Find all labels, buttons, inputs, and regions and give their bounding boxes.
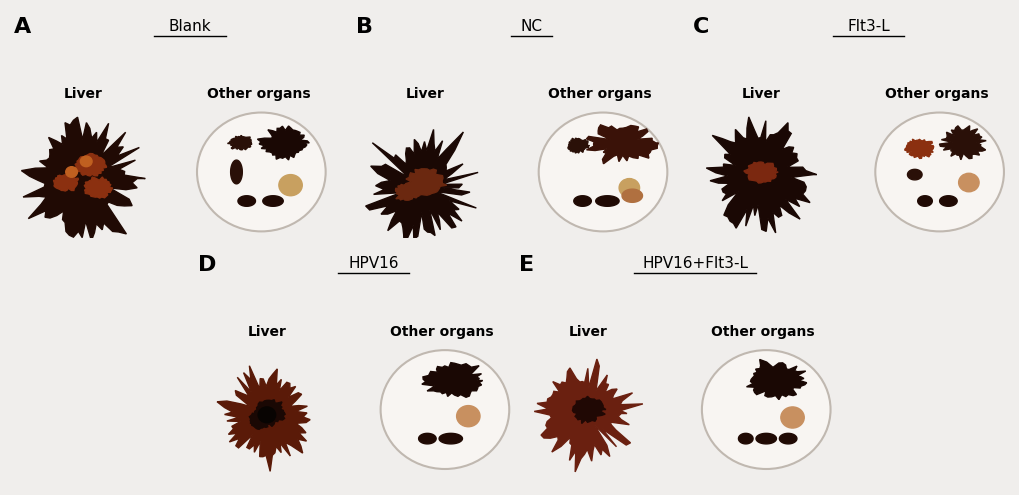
Polygon shape — [568, 138, 589, 153]
Polygon shape — [254, 400, 285, 426]
Ellipse shape — [538, 112, 666, 231]
Text: Liver: Liver — [64, 87, 103, 101]
Polygon shape — [904, 139, 932, 158]
Polygon shape — [249, 411, 271, 429]
Text: Blank: Blank — [169, 19, 211, 34]
Polygon shape — [257, 126, 309, 160]
Polygon shape — [217, 366, 310, 471]
Ellipse shape — [701, 350, 829, 469]
Polygon shape — [237, 196, 255, 206]
Polygon shape — [586, 125, 657, 164]
Text: Liver: Liver — [248, 325, 286, 339]
Circle shape — [619, 179, 639, 197]
Text: Other organs: Other organs — [711, 325, 814, 339]
Text: Liver: Liver — [569, 325, 607, 339]
Polygon shape — [85, 177, 112, 198]
Polygon shape — [743, 162, 777, 183]
Text: Other organs: Other organs — [548, 87, 651, 101]
Text: C: C — [692, 17, 708, 37]
Polygon shape — [53, 174, 78, 191]
Text: HPV16: HPV16 — [348, 256, 398, 271]
Circle shape — [258, 407, 275, 423]
Circle shape — [278, 175, 302, 196]
Ellipse shape — [197, 112, 325, 231]
Polygon shape — [779, 433, 796, 444]
Polygon shape — [366, 129, 478, 246]
Polygon shape — [74, 153, 107, 176]
Polygon shape — [705, 117, 816, 233]
Polygon shape — [395, 183, 421, 200]
Polygon shape — [263, 196, 283, 206]
Text: D: D — [198, 255, 216, 275]
Polygon shape — [907, 169, 921, 180]
Text: HPV16+Flt3-L: HPV16+Flt3-L — [641, 256, 747, 271]
Text: Liver: Liver — [742, 87, 781, 101]
Text: A: A — [14, 17, 32, 37]
Polygon shape — [595, 196, 619, 206]
Text: Flt3-L: Flt3-L — [846, 19, 889, 34]
Circle shape — [958, 173, 978, 192]
Text: NC: NC — [521, 19, 542, 34]
Polygon shape — [917, 196, 931, 206]
Polygon shape — [738, 433, 752, 444]
Polygon shape — [755, 433, 775, 444]
Polygon shape — [572, 396, 605, 424]
Text: B: B — [356, 17, 373, 37]
Polygon shape — [938, 126, 985, 160]
Polygon shape — [438, 433, 462, 444]
Text: Other organs: Other organs — [207, 87, 310, 101]
Polygon shape — [622, 189, 642, 202]
Circle shape — [457, 405, 480, 427]
Text: Other organs: Other organs — [390, 325, 493, 339]
Polygon shape — [422, 363, 482, 397]
Circle shape — [781, 407, 803, 428]
Polygon shape — [406, 169, 446, 196]
Ellipse shape — [874, 112, 1003, 231]
Polygon shape — [418, 433, 436, 444]
Text: Liver: Liver — [406, 87, 444, 101]
Text: E: E — [519, 255, 534, 275]
Polygon shape — [227, 136, 252, 150]
Polygon shape — [746, 359, 806, 399]
Ellipse shape — [380, 350, 508, 469]
Polygon shape — [938, 196, 956, 206]
Polygon shape — [230, 160, 243, 184]
Polygon shape — [534, 359, 642, 472]
Polygon shape — [574, 196, 591, 206]
Circle shape — [81, 156, 92, 167]
Polygon shape — [21, 117, 145, 241]
Circle shape — [65, 167, 77, 177]
Text: Other organs: Other organs — [884, 87, 987, 101]
